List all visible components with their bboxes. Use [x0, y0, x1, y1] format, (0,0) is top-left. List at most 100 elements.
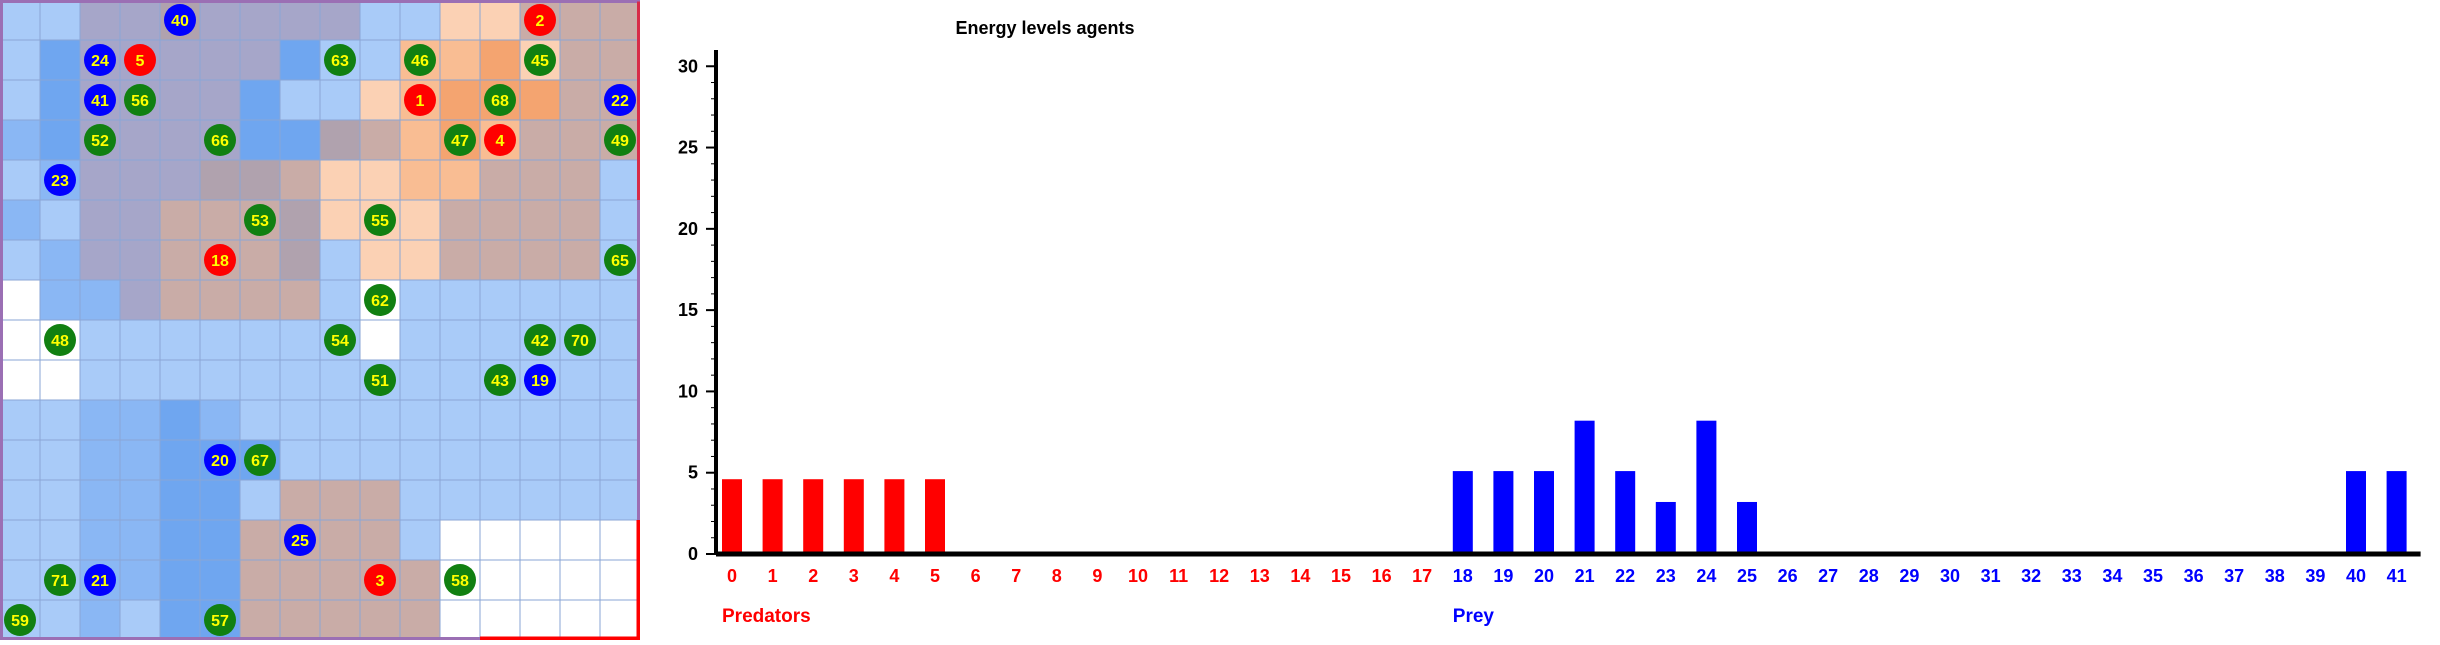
grid-cell	[319, 79, 361, 121]
x-tick-label: 41	[2387, 566, 2407, 586]
grid-cell	[599, 0, 641, 41]
grid-cell	[199, 159, 241, 201]
grid-cell	[599, 359, 641, 401]
y-tick-label: 20	[678, 219, 698, 239]
grid-cell	[399, 0, 441, 41]
x-tick-label: 19	[1493, 566, 1513, 586]
agent-id-label: 62	[371, 293, 389, 310]
grid-cell	[559, 399, 601, 441]
x-tick-label: 23	[1656, 566, 1676, 586]
agent-plant: 65	[604, 244, 636, 276]
grid-cell	[439, 79, 481, 121]
grid-cell	[559, 439, 601, 481]
agent-plant: 55	[364, 204, 396, 236]
grid-cell	[199, 79, 241, 121]
grid-cell	[319, 159, 361, 201]
grid-cell	[39, 439, 81, 481]
grid-cell	[0, 79, 41, 121]
x-tick-label: 39	[2305, 566, 2325, 586]
grid-cell	[199, 399, 241, 441]
x-tick-label: 0	[727, 566, 737, 586]
grid-cell	[319, 599, 361, 641]
x-tick-label: 8	[1052, 566, 1062, 586]
bar-agent-19	[1493, 471, 1514, 554]
x-tick-label: 29	[1899, 566, 1919, 586]
grid-cell	[0, 239, 41, 281]
grid-cell	[559, 159, 601, 201]
grid-cell	[79, 279, 121, 321]
agent-plant: 46	[404, 44, 436, 76]
plant-marker	[364, 364, 396, 396]
grid-cell	[79, 319, 121, 361]
bar-agent-41	[2386, 471, 2407, 554]
agent-id-label: 1	[416, 93, 425, 110]
grid-cell	[239, 0, 281, 41]
grid-cell	[39, 239, 81, 281]
environment-grid: 40 2 24 5 63 46 45 41 56 1 68 22 52 66 47 4 49 23 53 55 18 65…	[0, 0, 641, 641]
grid-cell	[359, 39, 401, 81]
grid-cell	[0, 359, 41, 401]
grid-cell	[559, 599, 601, 641]
plant-marker	[604, 124, 636, 156]
grid-cell	[359, 599, 401, 641]
x-tick-label: 17	[1412, 566, 1432, 586]
agent-predator: 4	[484, 124, 516, 156]
agent-plant: 51	[364, 364, 396, 396]
grid-cell	[39, 39, 81, 81]
grid-cell	[239, 479, 281, 521]
grid-cell	[279, 79, 321, 121]
prey-marker	[524, 364, 556, 396]
grid-cell	[39, 399, 81, 441]
agent-id-label: 55	[371, 213, 389, 230]
agent-id-label: 24	[91, 53, 109, 70]
agent-id-label: 2	[536, 13, 545, 30]
grid-cell	[39, 359, 81, 401]
grid-cell	[599, 519, 641, 561]
grid-cell	[559, 239, 601, 281]
grid-cell	[439, 239, 481, 281]
grid-cell	[39, 279, 81, 321]
agent-id-label: 3	[376, 573, 385, 590]
grid-cell	[39, 119, 81, 161]
grid-cell	[279, 399, 321, 441]
bar-agent-40	[2346, 471, 2366, 554]
grid-cell	[599, 319, 641, 361]
grid-cell	[479, 0, 521, 41]
grid-cell	[239, 79, 281, 121]
prey-marker	[204, 444, 236, 476]
prey-marker	[604, 84, 636, 116]
grid-cell	[159, 479, 201, 521]
grid-cell	[239, 559, 281, 601]
grid-cell	[439, 439, 481, 481]
plant-marker	[364, 204, 396, 236]
agent-id-label: 59	[11, 613, 29, 630]
agent-id-label: 48	[51, 333, 69, 350]
grid-cell	[79, 599, 121, 641]
bar-agent-0	[722, 479, 742, 554]
grid-cell	[279, 599, 321, 641]
grid-cell	[599, 439, 641, 481]
grid-cell	[119, 0, 161, 41]
grid-cell	[0, 279, 41, 321]
grid-border	[0, 0, 640, 640]
grid-cell	[519, 239, 561, 281]
agent-id-label: 22	[611, 93, 629, 110]
grid-cell	[359, 239, 401, 281]
x-tick-label: 2	[808, 566, 818, 586]
grid-cell	[279, 359, 321, 401]
predator-marker	[364, 564, 396, 596]
grid-cell	[199, 199, 241, 241]
grid-cell	[559, 39, 601, 81]
grid-cell	[439, 519, 481, 561]
chart-title: Energy levels agents	[955, 18, 1134, 38]
grid-cell	[279, 279, 321, 321]
grid-cell	[359, 439, 401, 481]
grid-cell	[119, 159, 161, 201]
y-tick-label: 5	[688, 463, 698, 483]
agent-plant: 43	[484, 364, 516, 396]
x-tick-label: 24	[1696, 566, 1716, 586]
grid-cell	[79, 0, 121, 41]
bar-agent-21	[1574, 420, 1595, 554]
grid-cell	[399, 239, 441, 281]
agent-id-label: 54	[331, 333, 349, 350]
